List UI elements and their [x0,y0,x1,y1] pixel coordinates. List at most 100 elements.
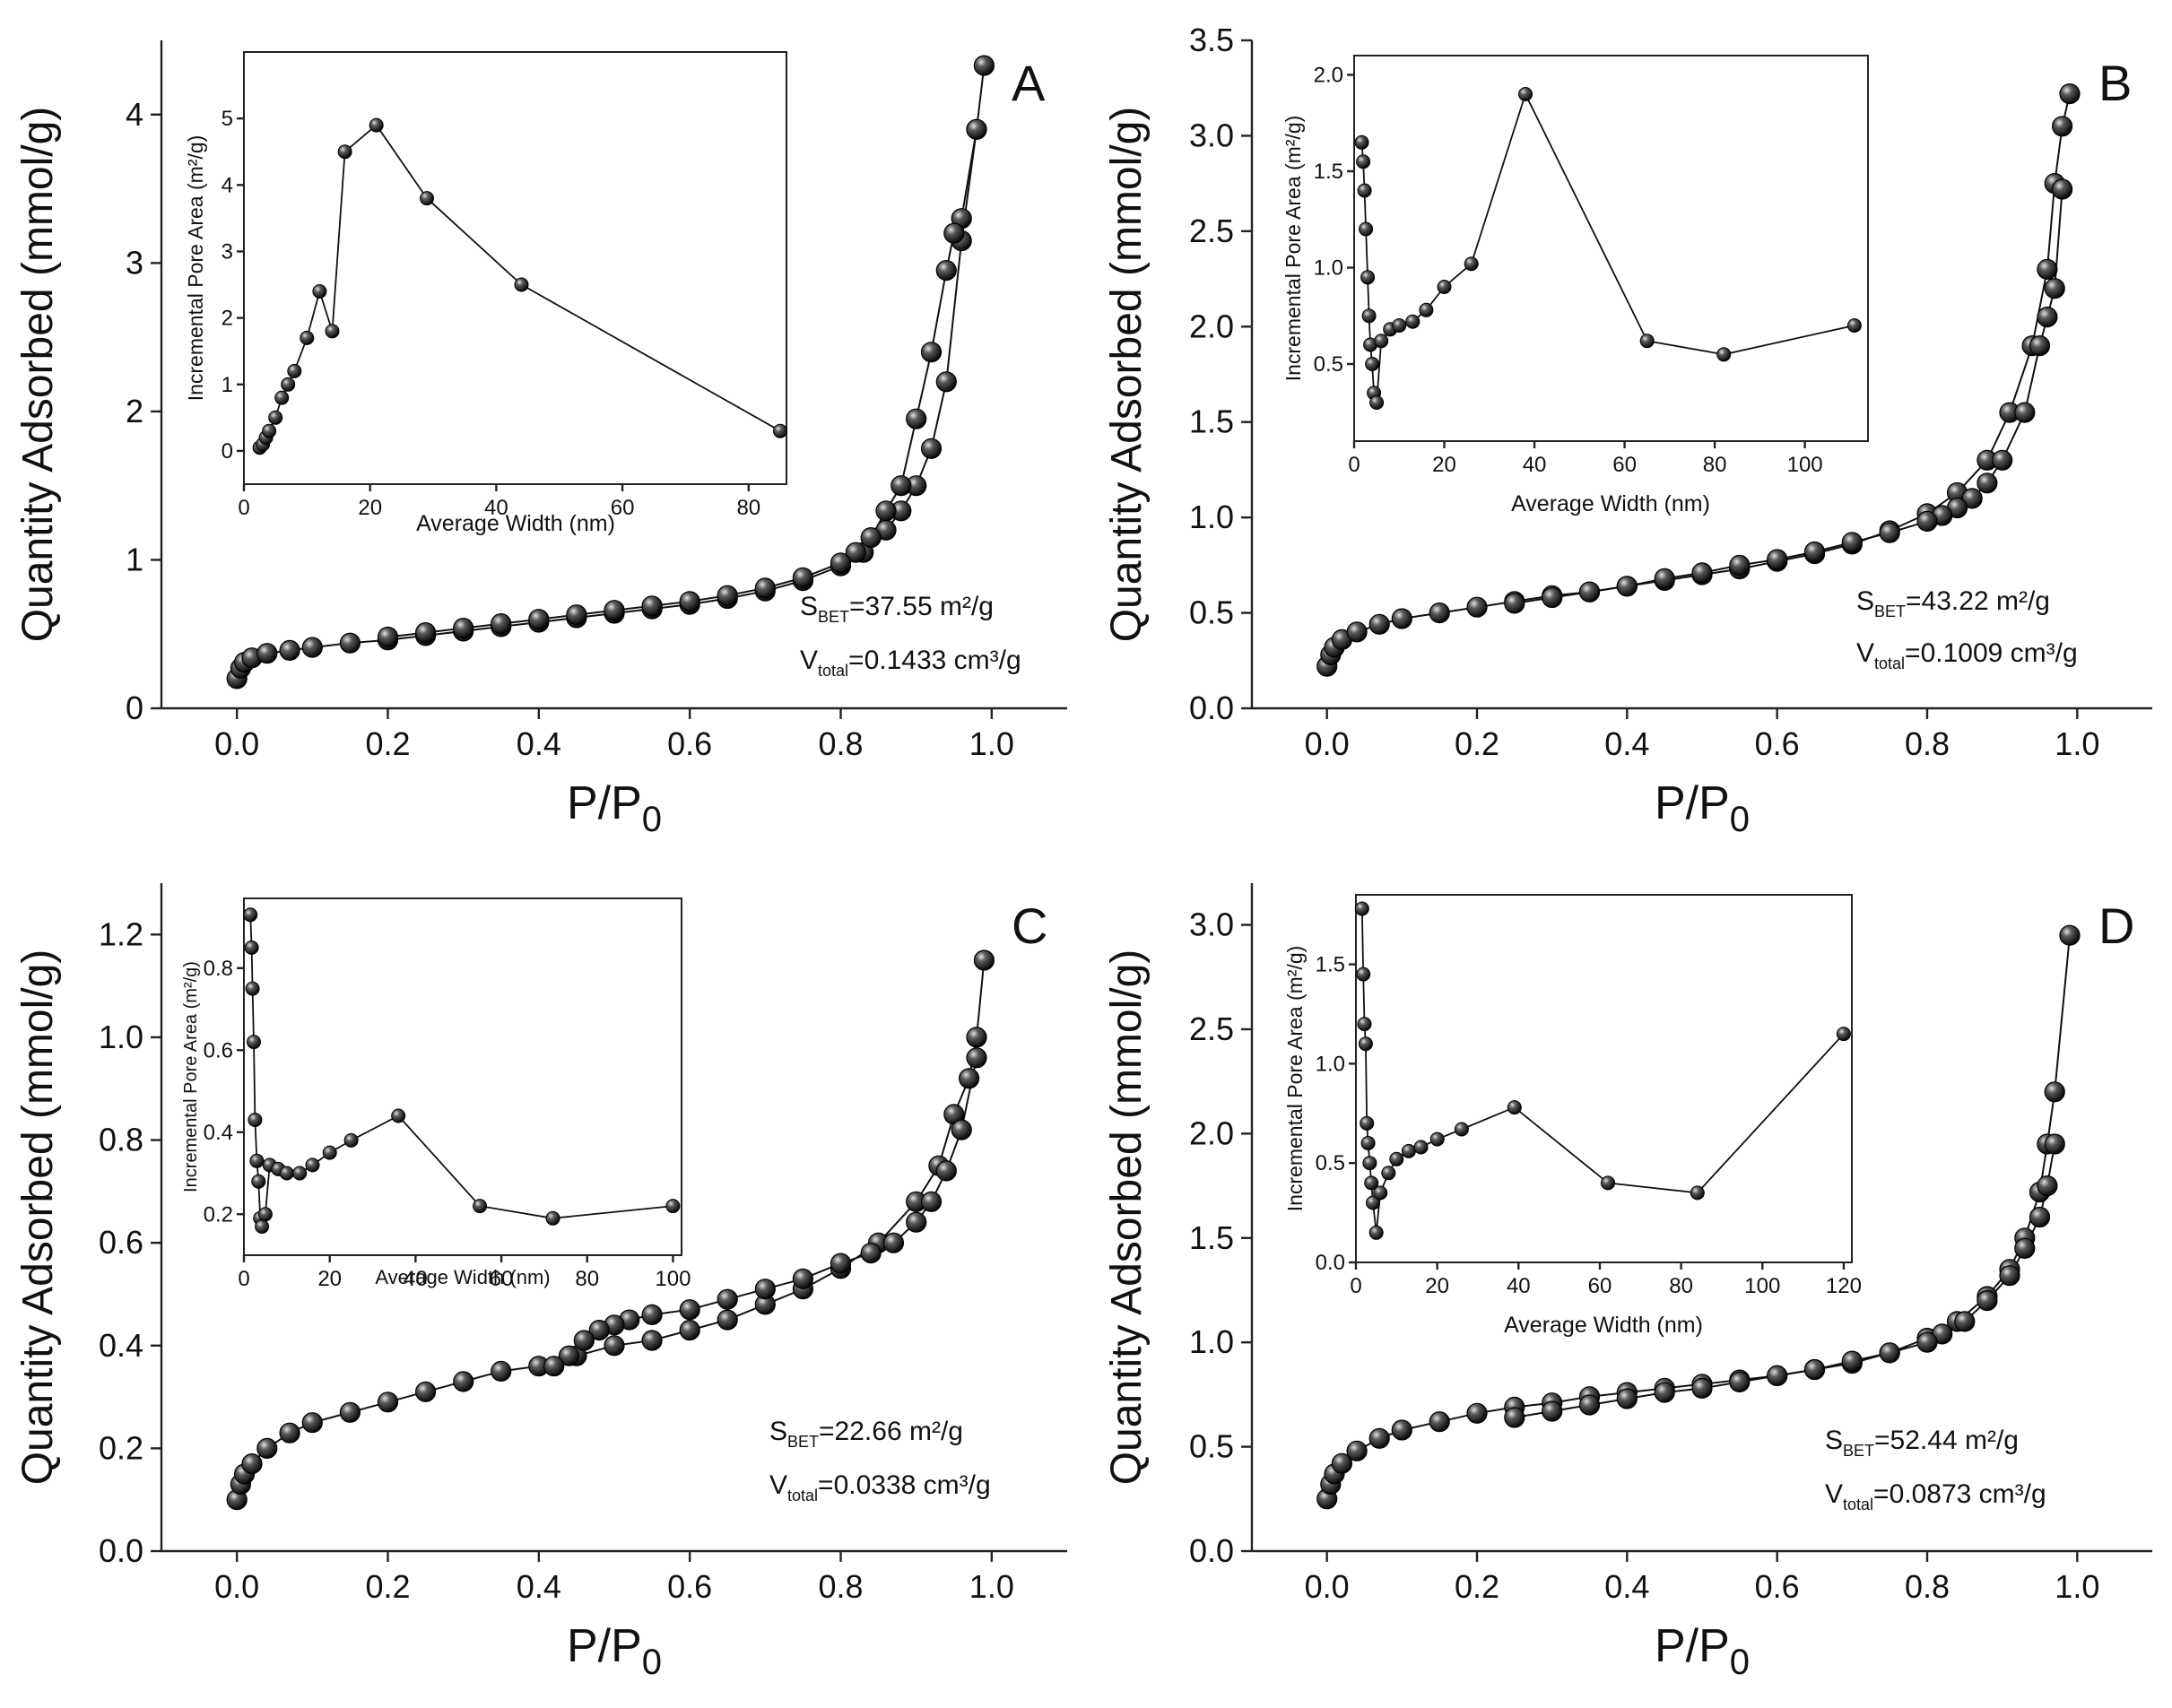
panel-c-inset-point [322,1145,337,1160]
panel-d-desorption-point [1841,1350,1863,1372]
panel-a-desorption-point [792,567,814,588]
panel-b-vtotal: Vtotal=0.1009 cm³/g [1856,638,2078,672]
panel-d-xtick-label: 0.2 [1455,1568,1499,1605]
panel-a-inset-ytick-label: 0 [222,439,233,464]
panel-b-ytick-label: 3.5 [1189,22,1234,58]
panel-a-sbet: SBET=37.55 m²/g [800,592,994,626]
panel-c-desorption-point [641,1304,663,1326]
panel-a-sbet-value: =37.55 m²/g [849,592,994,621]
panel-a-ytick-label: 1 [126,541,143,577]
panel-c-inset-point [343,1132,359,1148]
panel-a-desorption-point [604,600,625,621]
panel-a-inset-point [312,284,327,299]
panel-b-inset-xtick-label: 100 [1787,453,1823,477]
panel-b-inset-point [1360,270,1376,285]
panel-b-inset-point [1392,318,1407,333]
panel-a-label: A [1012,55,1046,111]
panel-a-vtotal-value: =0.1433 cm³/g [848,646,1021,675]
panel-d-inset-point [1368,1225,1384,1240]
panel-a-desorption-point [528,609,550,630]
panel-c-desorption-point [679,1299,700,1321]
panel-c-inset-point [279,1166,294,1181]
panel-b-desorption-point [1841,532,1863,553]
panel-a-desorption-point [641,595,663,617]
panel-d-desorption-point [2044,1133,2065,1155]
panel-c-adsorption-point [415,1381,437,1402]
panel-d-ytick-label: 1.0 [1189,1323,1234,1360]
panel-b-ytick-label: 2.0 [1189,308,1234,344]
panel-a-inset-ytick-label: 1 [222,373,233,397]
panel-b-xlabel: P/P0 [1655,777,1750,839]
panel-d-ytick-label: 2.0 [1189,1114,1234,1151]
panel-d-ytick-label: 1.5 [1189,1219,1234,1256]
panel-b-inset-point [1356,154,1371,169]
panel-c-ytick-label: 0.6 [99,1224,143,1261]
panel-d-inset-point [1389,1151,1404,1166]
panel-a-inset-ytick-label: 3 [222,239,233,264]
panel-c-adsorption-point [973,949,995,971]
panel-a-desorption-point [966,118,987,140]
panel-b-desorption-point [2037,307,2058,328]
panel-d-desorption-point [1916,1331,1938,1353]
panel-d-inset-point [1401,1143,1416,1158]
panel-b-inset-ytick-label: 1.5 [1314,160,1343,184]
panel-c-ticks: 0.0 0.2 0.4 0.6 0.8 1.0 0.0 0.2 0.4 0.6 0.8 1.0 1.2 [99,915,1014,1605]
panel-c-xtick-label: 0.0 [214,1568,259,1605]
panel-d-desorption-point [1578,1394,1601,1416]
panel-d-inset-point [1357,1017,1372,1032]
panel-a-inset-frame [243,51,787,485]
panel-d-vtotal: Vtotal=0.0873 cm³/g [1825,1479,2046,1513]
panel-c-desorption-point [573,1330,595,1351]
panel-a-inset: 0 20 40 60 80 0 1 2 3 4 5 Average Width (nm) Incre… [184,51,787,536]
panel-c-ytick-label: 1.2 [99,915,143,952]
panel-d-xlabel: P/P0 [1655,1620,1750,1682]
panel-b-inset-xtick-label: 60 [1612,453,1637,477]
panel-d-desorption-point [1977,1289,1998,1312]
panel-a-desorption-point [453,617,474,639]
panel-d-desorption-point [1999,1265,2020,1287]
panel-b-xtick-label: 1.0 [2055,725,2099,762]
panel-d-inset-ytick-label: 0.0 [1316,1251,1345,1275]
panel-c-inset-xtick-label: 100 [655,1267,691,1291]
panel-c-inset-xtick-label: 80 [575,1267,599,1291]
panel-d-inset-point [1429,1131,1445,1147]
panel-b-ytick-label: 0.0 [1189,689,1234,726]
panel-d-sbet: SBET=52.44 m²/g [1825,1426,2019,1460]
panel-d-adsorption-point [2044,1081,2065,1103]
panel-c-desorption-point [558,1345,580,1366]
panel-c-ytick-label: 0.8 [99,1122,143,1158]
panel-d-inset-xtick-label: 100 [1744,1274,1780,1298]
panel-a-plot-frame [160,40,1067,710]
panel-c-ytick-label: 1.0 [99,1019,143,1055]
panel-d-adsorption-point [2059,924,2081,946]
panel-c-desorption-point [951,1119,972,1140]
panel-d-xtick-label: 1.0 [2055,1568,2099,1605]
panel-c-inset-point [248,1113,263,1127]
panel-d-adsorption-point [1331,1452,1353,1474]
panel-d-inset-xtick-label: 0 [1350,1274,1361,1298]
panel-c-desorption-point [860,1242,882,1264]
panel-b-adsorption-point [1346,621,1368,643]
panel-a-adsorption-point [256,643,278,664]
panel-c-adsorption-point [641,1330,663,1351]
panel-c-inset-point [245,981,260,996]
panel-d-inset-ytick-label: 1.0 [1316,1052,1345,1076]
panel-d-inset-ytick-label: 1.5 [1316,953,1345,977]
panel-b-desorption-point [1654,568,1675,589]
panel-b: 0.0 0.2 0.4 0.6 0.8 1.0 0.0 0.5 1.0 1.5 2.0 2.5 3.0 3… [1103,22,2152,839]
panel-a-ytick-label: 0 [126,689,143,726]
panel-d-inset: 0 20 40 60 80 100 120 0.0 0.5 1.0 1.5 Average Widt… [1283,894,1862,1338]
panel-b-desorption-point [1961,488,1983,509]
panel-d-ytick-label: 3.0 [1189,906,1234,943]
panel-c-adsorption-point [241,1452,263,1475]
panel-c-plot-frame [160,883,1067,1553]
panel-d-adsorption-point [1368,1427,1390,1449]
panel-b-desorption-point [1803,541,1826,563]
panel-a-inset-point [300,330,315,345]
panel-c-inset-xtick-label: 40 [404,1267,428,1291]
panel-d-desorption-point [1729,1371,1751,1393]
panel-d-inset-point [1413,1140,1429,1155]
panel-b-inset-point [1361,308,1377,324]
panel-c-adsorption-point [339,1401,361,1423]
panel-d-inset-xtick-label: 120 [1826,1274,1862,1298]
